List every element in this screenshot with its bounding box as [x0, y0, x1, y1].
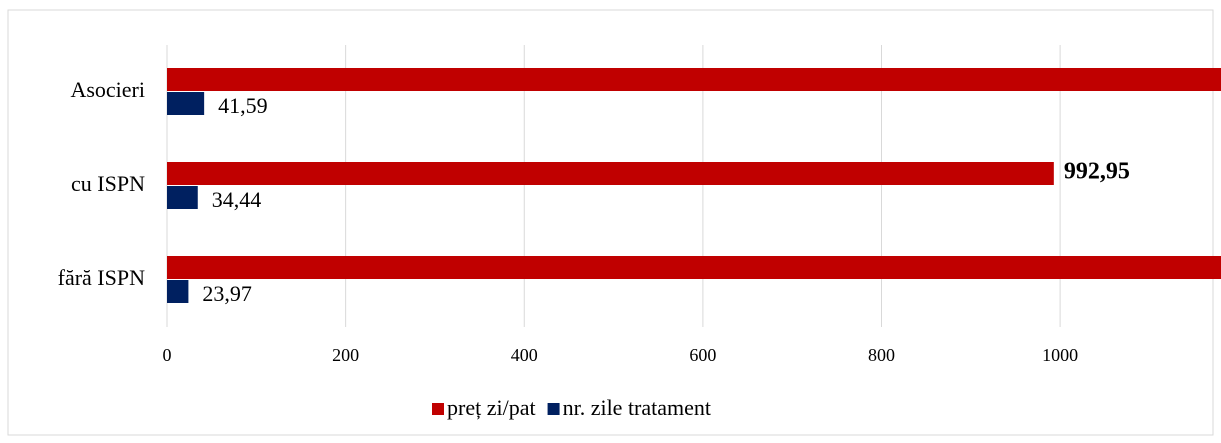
bar: [167, 92, 205, 115]
x-tick-label: 800: [868, 345, 895, 365]
data-label: 41,59: [218, 93, 268, 118]
bar: [167, 162, 1054, 185]
x-tick-label: 600: [689, 345, 716, 365]
legend-label: preț zi/pat: [447, 395, 536, 420]
data-label: 992,95: [1064, 159, 1130, 185]
bar: [167, 186, 198, 209]
x-tick-label: 400: [511, 345, 538, 365]
bar: [167, 256, 1221, 279]
legend-swatch: [547, 403, 560, 415]
y-tick-label: Asocieri: [70, 77, 145, 102]
x-tick-label: 0: [163, 345, 172, 365]
y-tick-label: fără ISPN: [58, 265, 145, 290]
y-tick-label: cu ISPN: [71, 171, 145, 196]
x-tick-label: 200: [332, 345, 359, 365]
bar: [167, 280, 189, 303]
data-label: 23,97: [202, 281, 252, 306]
bar: [167, 68, 1221, 91]
legend-swatch: [432, 403, 444, 415]
legend-label: nr. zile tratament: [563, 395, 711, 420]
x-tick-label: 1000: [1042, 345, 1078, 365]
data-label: 34,44: [212, 187, 261, 212]
